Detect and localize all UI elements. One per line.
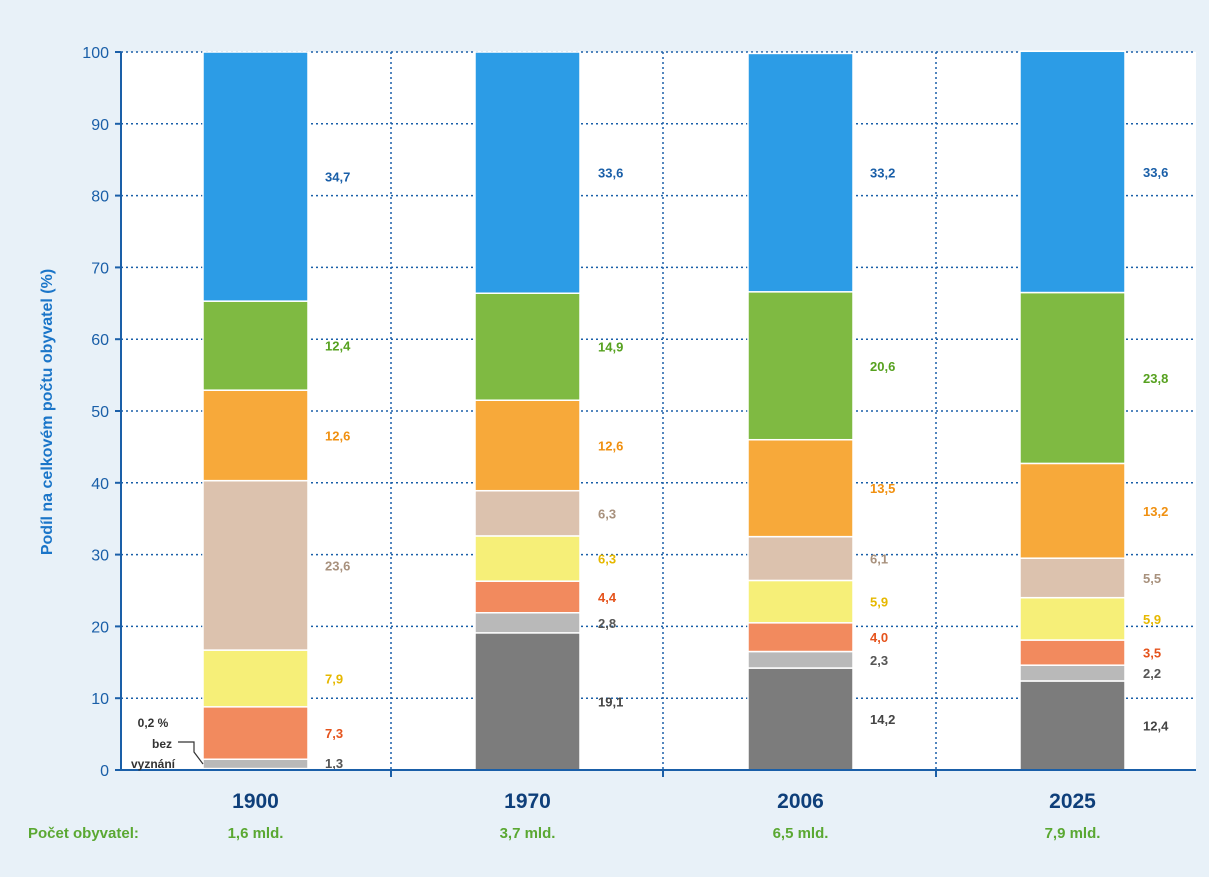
data-label-2025-5: 13,2	[1143, 504, 1168, 519]
bar-2025-segment-6	[1020, 293, 1125, 464]
data-label-2006-5: 13,5	[870, 481, 895, 496]
x-tick-label-1970: 1970	[504, 790, 551, 813]
bar-1970-segment-4	[475, 491, 580, 536]
bar-2006-segment-6	[748, 292, 853, 440]
data-label-2025-4: 5,5	[1143, 571, 1161, 586]
bar-2025-segment-2	[1020, 640, 1125, 665]
y-tick-label-50: 50	[91, 404, 109, 421]
x-tick-label-2025: 2025	[1049, 790, 1096, 813]
bar-1970-segment-7	[475, 52, 580, 293]
population-label: Počet obyvatel:	[28, 825, 139, 842]
bar-1900-segment-6	[203, 301, 308, 390]
bar-1900-segment-3	[203, 650, 308, 707]
data-label-2006-6: 20,6	[870, 359, 895, 374]
annotation-line-2: bez	[152, 737, 172, 751]
y-tick-label-100: 100	[82, 45, 109, 62]
data-label-2006-7: 33,2	[870, 166, 895, 181]
data-label-1970-6: 14,9	[598, 340, 623, 355]
data-label-1900-6: 12,4	[325, 339, 351, 354]
bar-2025-segment-3	[1020, 598, 1125, 640]
data-label-2025-1: 2,2	[1143, 666, 1161, 681]
bar-1900-segment-4	[203, 481, 308, 650]
bar-2006-segment-3	[748, 580, 853, 622]
x-axis-labels: 1900 1,6 mld. 1970 3,7 mld. 2006 6,5 mld. 2025…	[228, 790, 1101, 842]
data-label-2025-0: 12,4	[1143, 718, 1169, 733]
data-label-2006-1: 2,3	[870, 653, 888, 668]
bar-2006-segment-0	[748, 668, 853, 770]
data-label-1970-4: 6,3	[598, 506, 616, 521]
bar-2006-segment-2	[748, 623, 853, 652]
population-value-1970: 3,7 mld.	[500, 825, 556, 842]
y-axis-title: Podíl na celkovém počtu obyvatel (%)	[39, 269, 56, 555]
bar-2025-segment-0	[1020, 681, 1125, 770]
data-label-1970-5: 12,6	[598, 438, 623, 453]
bar-1970-segment-3	[475, 536, 580, 581]
data-label-1900-4: 23,6	[325, 558, 350, 573]
population-value-2006: 6,5 mld.	[773, 825, 829, 842]
y-tick-label-10: 10	[91, 691, 109, 708]
y-tick-label-90: 90	[91, 117, 109, 134]
annotation-line-3: vyznání	[131, 757, 176, 771]
bar-2025-segment-7	[1020, 51, 1125, 292]
bar-1900-segment-5	[203, 390, 308, 480]
bar-1970-segment-6	[475, 293, 580, 400]
data-label-2006-3: 5,9	[870, 595, 888, 610]
data-label-1900-5: 12,6	[325, 428, 350, 443]
y-tick-label-30: 30	[91, 548, 109, 565]
y-tick-label-70: 70	[91, 260, 109, 277]
bar-1900-segment-2	[203, 707, 308, 759]
data-label-2006-0: 14,2	[870, 712, 895, 727]
x-tick-label-2006: 2006	[777, 790, 824, 813]
bar-2025-segment-1	[1020, 665, 1125, 681]
data-label-1900-3: 7,9	[325, 671, 343, 686]
bar-1970-segment-0	[475, 633, 580, 770]
y-tick-label-20: 20	[91, 619, 109, 636]
bar-2025-segment-4	[1020, 558, 1125, 597]
data-label-2025-6: 23,8	[1143, 371, 1168, 386]
bar-1970-segment-1	[475, 613, 580, 633]
y-tick-label-60: 60	[91, 332, 109, 349]
data-label-2025-7: 33,6	[1143, 165, 1168, 180]
bar-2006-segment-1	[748, 652, 853, 669]
data-label-1900-7: 34,7	[325, 170, 350, 185]
bar-2006-segment-7	[748, 53, 853, 291]
population-value-1900: 1,6 mld.	[228, 825, 284, 842]
bar-2025-segment-5	[1020, 463, 1125, 558]
data-label-1970-7: 33,6	[598, 166, 623, 181]
data-label-1970-0: 19,1	[598, 694, 623, 709]
data-label-2025-2: 3,5	[1143, 646, 1161, 661]
bar-2006-segment-5	[748, 440, 853, 537]
bar-1970-segment-5	[475, 400, 580, 490]
data-label-1970-1: 2,8	[598, 616, 616, 631]
data-label-2006-4: 6,1	[870, 552, 888, 567]
population-value-2025: 7,9 mld.	[1045, 825, 1101, 842]
data-label-1900-1: 1,3	[325, 756, 343, 771]
data-label-1970-3: 6,3	[598, 552, 616, 567]
y-tick-label-80: 80	[91, 189, 109, 206]
y-tick-label-0: 0	[100, 763, 109, 780]
bar-1900-segment-1	[203, 759, 308, 768]
y-tick-label-40: 40	[91, 476, 109, 493]
annotation-line-1: 0,2 %	[138, 716, 169, 730]
data-label-1970-2: 4,4	[598, 590, 617, 605]
x-tick-label-1900: 1900	[232, 790, 279, 813]
bar-1970-segment-2	[475, 581, 580, 613]
bar-2006-segment-4	[748, 537, 853, 581]
data-label-1900-2: 7,3	[325, 726, 343, 741]
data-label-2025-3: 5,9	[1143, 612, 1161, 627]
data-label-2006-2: 4,0	[870, 630, 888, 645]
bar-1900-segment-7	[203, 52, 308, 301]
